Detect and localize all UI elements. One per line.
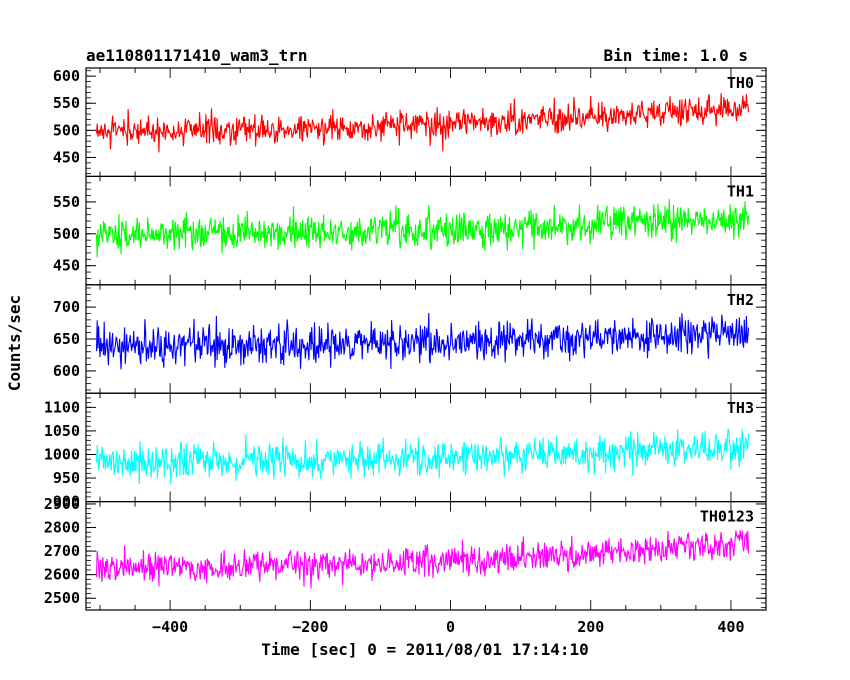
y-tick-label: 550 bbox=[53, 94, 80, 112]
y-tick-label: 2500 bbox=[44, 589, 80, 607]
panel-th0: 450 500 550 600 TH0 bbox=[53, 67, 767, 178]
y-tick-label: 1100 bbox=[44, 398, 80, 416]
panel-th0123: 2500 2600 2700 2800 2900 TH0123 bbox=[44, 495, 767, 611]
bin-time-label: Bin time: 1.0 s bbox=[604, 46, 749, 65]
x-tick-label: −400 bbox=[152, 618, 188, 636]
x-tick-label: 400 bbox=[717, 618, 744, 636]
panel-label-th0123: TH0123 bbox=[700, 508, 754, 526]
y-tick-label: 500 bbox=[53, 225, 80, 243]
y-tick-label: 2700 bbox=[44, 542, 80, 560]
y-tick-label: 550 bbox=[53, 193, 80, 211]
x-tick-label: 200 bbox=[577, 618, 604, 636]
y-axis-title: Counts/sec bbox=[5, 295, 24, 391]
panel-label-th1: TH1 bbox=[727, 182, 754, 200]
series-line-th0 bbox=[95, 93, 750, 153]
y-tick-label: 1000 bbox=[44, 445, 80, 463]
y-tick-label: 450 bbox=[53, 257, 80, 275]
panels-group: 450 500 550 600 TH0 450 500 550 TH1 600 650 700 TH2 9… bbox=[44, 67, 767, 611]
x-axis-title: Time [sec] 0 = 2011/08/01 17:14:10 bbox=[261, 640, 589, 659]
series-line-th2 bbox=[95, 312, 750, 370]
panel-th3: 900 950 1000 1050 1100 TH3 bbox=[44, 392, 767, 511]
chart-title: ae110801171410_wam3_trn bbox=[86, 46, 308, 65]
x-tick-label: −200 bbox=[292, 618, 328, 636]
y-tick-label: 2900 bbox=[44, 495, 80, 513]
series-line-th0123 bbox=[95, 530, 750, 589]
y-tick-label: 2600 bbox=[44, 566, 80, 584]
y-tick-label: 600 bbox=[53, 67, 80, 85]
y-tick-label: 1050 bbox=[44, 422, 80, 440]
panel-label-th3: TH3 bbox=[727, 399, 754, 417]
y-tick-label: 650 bbox=[53, 330, 80, 348]
y-tick-label: 600 bbox=[53, 362, 80, 380]
y-tick-label: 2800 bbox=[44, 519, 80, 537]
x-axis: −400 −200 0 200 400 bbox=[152, 618, 744, 636]
x-tick-label: 0 bbox=[446, 618, 455, 636]
series-line-th3 bbox=[95, 428, 750, 484]
panel-th1: 450 500 550 TH1 bbox=[53, 175, 767, 286]
panel-label-th0: TH0 bbox=[727, 74, 754, 92]
panel-label-th2: TH2 bbox=[727, 291, 754, 309]
y-tick-label: 450 bbox=[53, 148, 80, 166]
y-tick-label: 950 bbox=[53, 469, 80, 487]
panel-th2: 600 650 700 TH2 bbox=[53, 284, 767, 394]
y-tick-label: 900 bbox=[53, 493, 80, 511]
y-tick-label: 700 bbox=[53, 298, 80, 316]
y-tick-label: 500 bbox=[53, 121, 80, 139]
series-line-th1 bbox=[95, 199, 750, 258]
